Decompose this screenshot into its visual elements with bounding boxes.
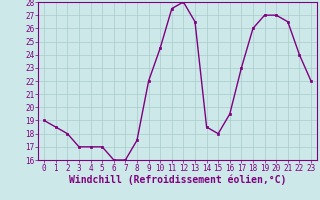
X-axis label: Windchill (Refroidissement éolien,°C): Windchill (Refroidissement éolien,°C) xyxy=(69,175,286,185)
